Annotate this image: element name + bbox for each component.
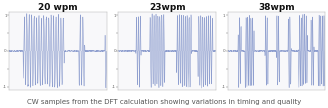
Title: 20 wpm: 20 wpm (38, 3, 78, 12)
Text: CW samples from the DFT calculation showing variations in timing and quality: CW samples from the DFT calculation show… (27, 99, 301, 105)
Title: 23wpm: 23wpm (149, 3, 186, 12)
Title: 38wpm: 38wpm (258, 3, 295, 12)
